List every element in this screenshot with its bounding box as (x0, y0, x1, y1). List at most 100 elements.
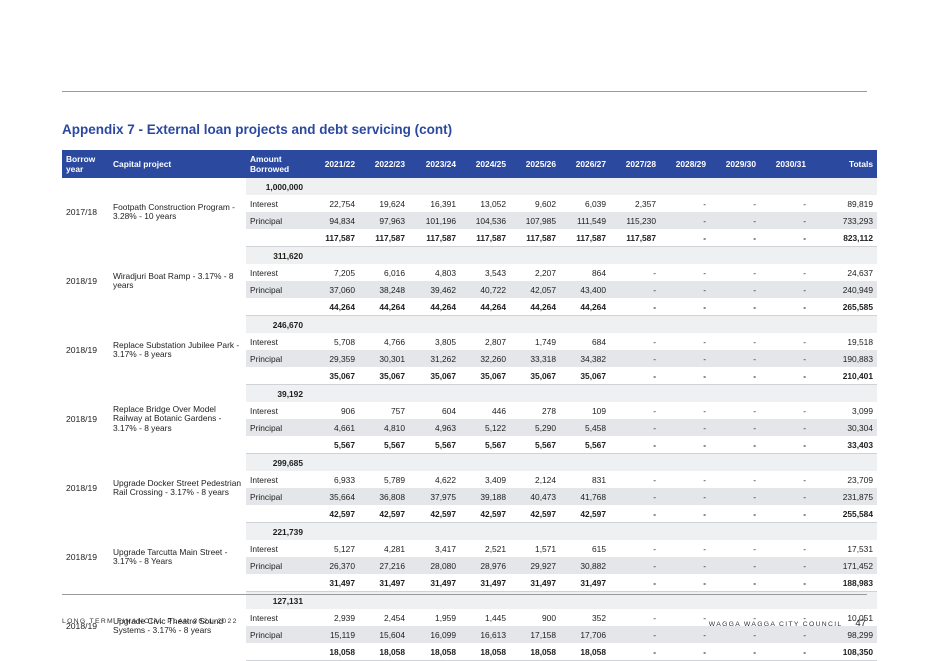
total-row: 44,264 44,264 44,264 44,264 44,264 44,264- - - -… (62, 298, 877, 316)
capital-project-name: Upgrade Tarcutta Main Street - 3.17% - 8… (113, 546, 228, 566)
footer-document-title: LONG TERM FINANCIAL PLAN 2021-2022 (62, 618, 238, 625)
interest-value: - (653, 336, 656, 347)
loan-schedule-table: Borrow year Capital project Amount Borro… (62, 150, 877, 661)
empty-cell (610, 522, 660, 540)
total-value: 117,587 (359, 229, 409, 247)
total-value: 31,497 (460, 574, 510, 592)
total-value: - (760, 229, 810, 247)
interest-value: 1,749 (535, 336, 556, 347)
empty-cell (660, 384, 710, 402)
project-amount-row: 2018/19 Upgrade Docker Street Pedestrian … (62, 453, 877, 497)
total-value: 31,497 (409, 574, 460, 592)
total-value: 44,264 (510, 298, 560, 316)
total-value: 18,058 (359, 643, 409, 661)
total-value: 18,058 (460, 643, 510, 661)
principal-value: 733,293 (810, 212, 877, 229)
empty-cell (510, 178, 560, 195)
empty-cell (510, 453, 560, 471)
interest-value: 24,637 (847, 267, 873, 278)
total-value: - (710, 367, 760, 385)
total-value: 42,597 (510, 505, 560, 523)
empty-cell (660, 246, 710, 264)
project-amount-row: 2018/19 Upgrade Civic Theatre Sound Syste… (62, 591, 877, 635)
total-value: 210,401 (810, 367, 877, 385)
interest-value: 5,789 (384, 474, 405, 485)
total-value: - (610, 367, 660, 385)
principal-value: - (660, 419, 710, 436)
principal-value: 107,985 (510, 212, 560, 229)
interest-label: Interest (250, 474, 278, 485)
total-value: - (610, 643, 660, 661)
empty-cell (560, 315, 610, 333)
interest-value: 19,518 (847, 336, 873, 347)
interest-value: 6,933 (334, 474, 355, 485)
total-value: 31,497 (560, 574, 610, 592)
total-value: 42,597 (307, 505, 359, 523)
principal-value: - (710, 212, 760, 229)
capital-project-name: Replace Bridge Over Model Railway at Bot… (113, 403, 222, 433)
empty-cell (560, 591, 610, 609)
principal-value: 37,060 (307, 281, 359, 298)
interest-value: 3,099 (852, 405, 873, 416)
interest-value: 2,357 (635, 198, 656, 209)
total-value: - (710, 436, 760, 454)
total-value: 35,067 (409, 367, 460, 385)
principal-value: 16,099 (409, 626, 460, 643)
borrow-year: 2018/19 (66, 621, 98, 631)
principal-value: 97,963 (359, 212, 409, 229)
interest-value: 4,766 (384, 336, 405, 347)
total-value: 18,058 (510, 643, 560, 661)
interest-value: 2,521 (485, 543, 506, 554)
principal-value: - (760, 419, 810, 436)
interest-value: - (803, 474, 806, 485)
total-value: 5,567 (307, 436, 359, 454)
total-value: 31,497 (510, 574, 560, 592)
empty-cell (359, 178, 409, 195)
total-label-cell (246, 574, 307, 592)
total-value: - (610, 505, 660, 523)
total-value: 42,597 (560, 505, 610, 523)
principal-value: 5,290 (510, 419, 560, 436)
header-year: 2023/24 (409, 150, 460, 178)
header-year: 2021/22 (307, 150, 359, 178)
empty-cell (660, 315, 710, 333)
empty-cell (460, 178, 510, 195)
principal-value: 190,883 (810, 350, 877, 367)
empty-cell (409, 384, 460, 402)
empty-cell (409, 315, 460, 333)
interest-value: - (753, 267, 756, 278)
empty-cell (710, 591, 760, 609)
principal-value: 40,473 (510, 488, 560, 505)
principal-value: 5,458 (560, 419, 610, 436)
principal-value: 36,808 (359, 488, 409, 505)
page-title: Appendix 7 - External loan projects and … (62, 122, 453, 137)
total-value: 117,587 (460, 229, 510, 247)
interest-value: - (753, 612, 756, 623)
principal-value: - (760, 350, 810, 367)
interest-value: 684 (592, 336, 606, 347)
empty-cell (510, 246, 560, 264)
empty-cell (560, 246, 610, 264)
interest-value: 906 (341, 405, 355, 416)
principal-value: 37,975 (409, 488, 460, 505)
empty-cell (610, 591, 660, 609)
interest-value: 3,805 (435, 336, 456, 347)
header-amount-borrowed: Amount Borrowed (246, 150, 307, 178)
principal-value: 17,158 (510, 626, 560, 643)
total-value: 18,058 (560, 643, 610, 661)
interest-value: - (653, 612, 656, 623)
empty-cell (307, 315, 359, 333)
interest-value: 17,531 (847, 543, 873, 554)
empty-cell (359, 384, 409, 402)
total-value: 117,587 (510, 229, 560, 247)
interest-value: 16,391 (430, 198, 456, 209)
empty-cell (409, 453, 460, 471)
empty-cell (307, 591, 359, 609)
total-label-cell (246, 643, 307, 661)
principal-row: Principal 29,359 30,301 31,262 32,260 33,318 3… (62, 350, 877, 367)
project-amount-row: 2018/19 Replace Bridge Over Model Railway… (62, 384, 877, 433)
interest-value: 4,622 (435, 474, 456, 485)
total-value: 188,983 (810, 574, 877, 592)
total-value: 44,264 (460, 298, 510, 316)
empty-cell (510, 591, 560, 609)
